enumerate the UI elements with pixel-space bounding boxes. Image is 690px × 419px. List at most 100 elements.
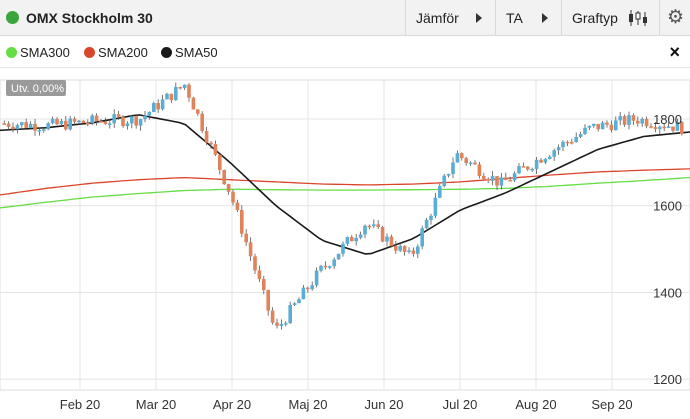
candle-body [33,123,37,131]
candle-body [372,224,376,227]
x-tick-label: Mar 20 [136,397,176,412]
settings-button[interactable]: ⚙ [659,0,690,36]
candle-body [653,127,658,130]
candle-body [345,237,350,244]
candle-body [609,124,614,131]
candle-body [28,123,33,128]
change-badge-text: Utv. 0,00% [11,83,64,95]
candle-body [248,242,253,257]
candle-body [68,118,72,130]
y-tick-label: 1600 [653,199,682,214]
candle-body [420,228,424,247]
candle-body [416,246,420,254]
candle-body [86,122,90,125]
price-chart: 1200 1400 1600 1800 Feb 20 Mar 20 Apr 20 Maj 20… [0,79,690,412]
candle-body [460,153,464,159]
candle-body [526,166,530,170]
candle-body [130,116,134,124]
candle-body [495,176,499,186]
candle-body [279,323,284,326]
candle-body [671,126,675,131]
candle-body [77,120,81,123]
candle-body [556,147,561,151]
y-tick-label: 1800 [653,112,682,127]
ta-label: TA [506,10,523,26]
candle-body [394,245,398,251]
x-tick-label: Jun 20 [364,397,403,412]
candle-body [354,237,358,242]
grid [0,79,690,391]
candle-body [618,116,622,121]
candle-body [578,133,583,137]
candle-body [627,115,631,125]
candle-body [429,215,433,220]
candle-body [218,154,222,170]
sma300-line [0,176,690,209]
candle-body [310,285,314,290]
candle-body [262,279,266,290]
candle-body [517,166,521,174]
candle-body [55,118,59,125]
indicator-legend: SMA300 SMA200 SMA50 × [0,36,690,68]
candle-body [600,122,605,130]
candle-body [156,103,160,110]
candle-body [213,143,218,155]
candle-body [561,141,565,148]
sma300-color-dot [6,47,17,58]
candle-body [209,142,213,145]
candle-body [314,270,319,286]
candle-body [59,120,64,125]
candle-body [301,287,306,300]
candle-body [266,289,270,311]
candle-body [42,129,46,131]
candle-body [622,116,627,125]
graph-type-label: Graftyp [572,10,618,26]
candle-body [490,176,495,181]
plot-area [0,79,690,391]
candle-body [473,162,477,165]
candle-body [178,87,182,89]
candle-body [455,153,460,163]
candle-body [284,323,288,325]
instrument-name: OMX Stockholm 30 [26,10,153,26]
candle-body [486,178,490,181]
candle-body [99,121,103,123]
candle-body [451,162,455,174]
chevron-right-icon [542,13,548,23]
candle-body [240,209,244,234]
graph-type-button[interactable]: Graftyp [561,0,659,36]
candle-body [521,166,526,168]
y-tick-label: 1200 [653,372,682,387]
candle-body [508,179,512,182]
candle-body [11,126,15,130]
compare-button[interactable]: Jämför [405,0,495,36]
candle-body [587,125,592,128]
candle-body [380,226,385,242]
ta-button[interactable]: TA [495,0,561,36]
candle-body [125,123,130,127]
candle-body [257,270,262,280]
candle-body [350,237,354,242]
candle-body [574,136,578,143]
candle-body [94,115,99,122]
candle-body [288,304,292,324]
candle-body [165,93,169,100]
candle-body [583,127,587,134]
candle-body [191,97,196,110]
compare-label: Jämför [416,10,459,26]
candle-body [411,250,416,254]
candle-body [407,250,411,252]
candle-body [504,177,508,180]
candle-body [675,122,680,131]
candle-body [235,202,240,210]
gear-icon: ⚙ [667,7,685,28]
close-indicators-button[interactable]: × [669,42,680,62]
candle-body [358,234,363,238]
candle-body [112,114,116,124]
candle-body [182,84,187,89]
candle-body [446,173,451,176]
candle-body [363,225,367,235]
legend-item-sma200: SMA200 [98,45,148,60]
candle-body [341,243,345,254]
chevron-right-icon [476,13,482,23]
